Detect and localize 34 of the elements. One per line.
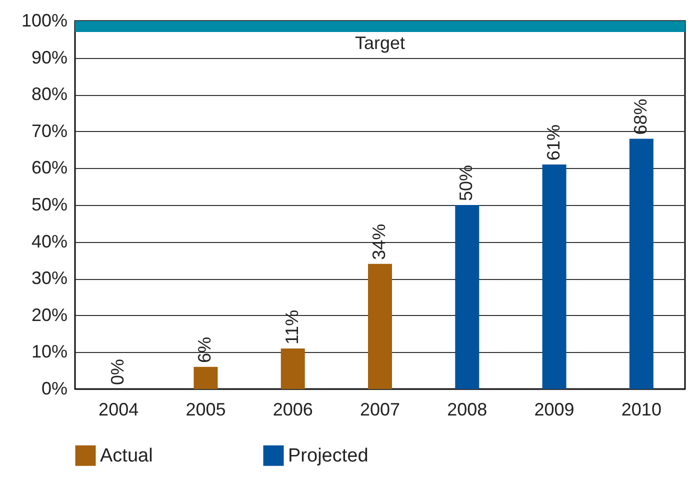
y-tick-label: 70% bbox=[31, 120, 68, 141]
data-label: 6% bbox=[194, 336, 215, 363]
y-tick-label: 60% bbox=[31, 158, 68, 178]
legend-label: Projected bbox=[288, 446, 368, 467]
y-tick-label: 50% bbox=[31, 194, 68, 214]
legend-label: Actual bbox=[100, 446, 153, 467]
y-tick-label: 40% bbox=[31, 231, 68, 252]
bar bbox=[542, 164, 566, 389]
x-tick-label: 2008 bbox=[447, 400, 488, 420]
x-tick-label: 2004 bbox=[98, 400, 139, 420]
bar bbox=[368, 264, 392, 389]
data-label: 11% bbox=[282, 310, 302, 345]
y-tick-label: 30% bbox=[31, 268, 68, 288]
bar bbox=[629, 138, 654, 389]
bar bbox=[280, 348, 305, 389]
bar bbox=[194, 366, 218, 389]
x-tick-label: 2007 bbox=[360, 400, 400, 420]
y-tick-label: 80% bbox=[31, 84, 68, 104]
y-tick-label: 90% bbox=[31, 47, 68, 68]
x-tick-label: 2009 bbox=[534, 400, 574, 420]
bar bbox=[455, 205, 480, 389]
data-label: 34% bbox=[369, 224, 389, 260]
y-tick-label: 20% bbox=[31, 304, 68, 325]
y-tick-label: 10% bbox=[31, 342, 68, 362]
y-tick-label: 0% bbox=[41, 378, 68, 398]
x-tick-label: 2005 bbox=[186, 400, 226, 420]
x-tick-label: 2010 bbox=[621, 400, 662, 420]
data-label: 0% bbox=[108, 358, 128, 385]
data-label: 50% bbox=[456, 164, 476, 201]
y-tick-label: 100% bbox=[21, 10, 68, 30]
x-tick-label: 2006 bbox=[272, 400, 313, 420]
data-label: 61% bbox=[543, 124, 564, 161]
band-label: Target bbox=[354, 33, 406, 54]
data-label: 68% bbox=[630, 98, 650, 135]
